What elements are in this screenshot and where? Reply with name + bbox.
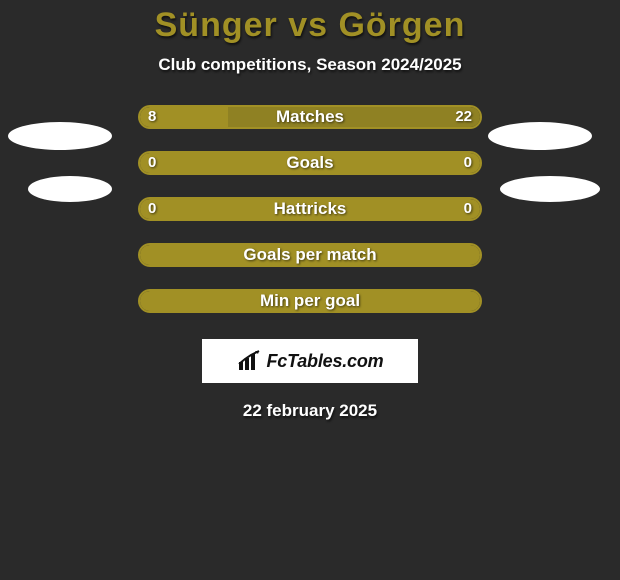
bar-left: [140, 153, 482, 175]
bar-track: [138, 289, 482, 313]
stat-row: Goals per match: [0, 243, 620, 267]
bar-track: [138, 105, 482, 129]
bar-left: [140, 245, 482, 267]
subtitle: Club competitions, Season 2024/2025: [0, 55, 620, 75]
decorative-oval: [500, 176, 600, 202]
stat-row: Goals00: [0, 151, 620, 175]
brand-box: FcTables.com: [202, 339, 418, 383]
bar-left: [140, 107, 232, 129]
decorative-oval: [8, 122, 112, 150]
bar-track: [138, 151, 482, 175]
bar-right: [228, 107, 480, 129]
stat-row: Min per goal: [0, 289, 620, 313]
bar-left: [140, 199, 482, 221]
decorative-oval: [28, 176, 112, 202]
decorative-oval: [488, 122, 592, 150]
date-text: 22 february 2025: [0, 401, 620, 421]
bar-track: [138, 197, 482, 221]
bar-left: [140, 291, 482, 313]
page-title: Sünger vs Görgen: [0, 0, 620, 45]
bar-track: [138, 243, 482, 267]
brand-text: FcTables.com: [267, 351, 384, 372]
brand-icon: [237, 350, 263, 372]
